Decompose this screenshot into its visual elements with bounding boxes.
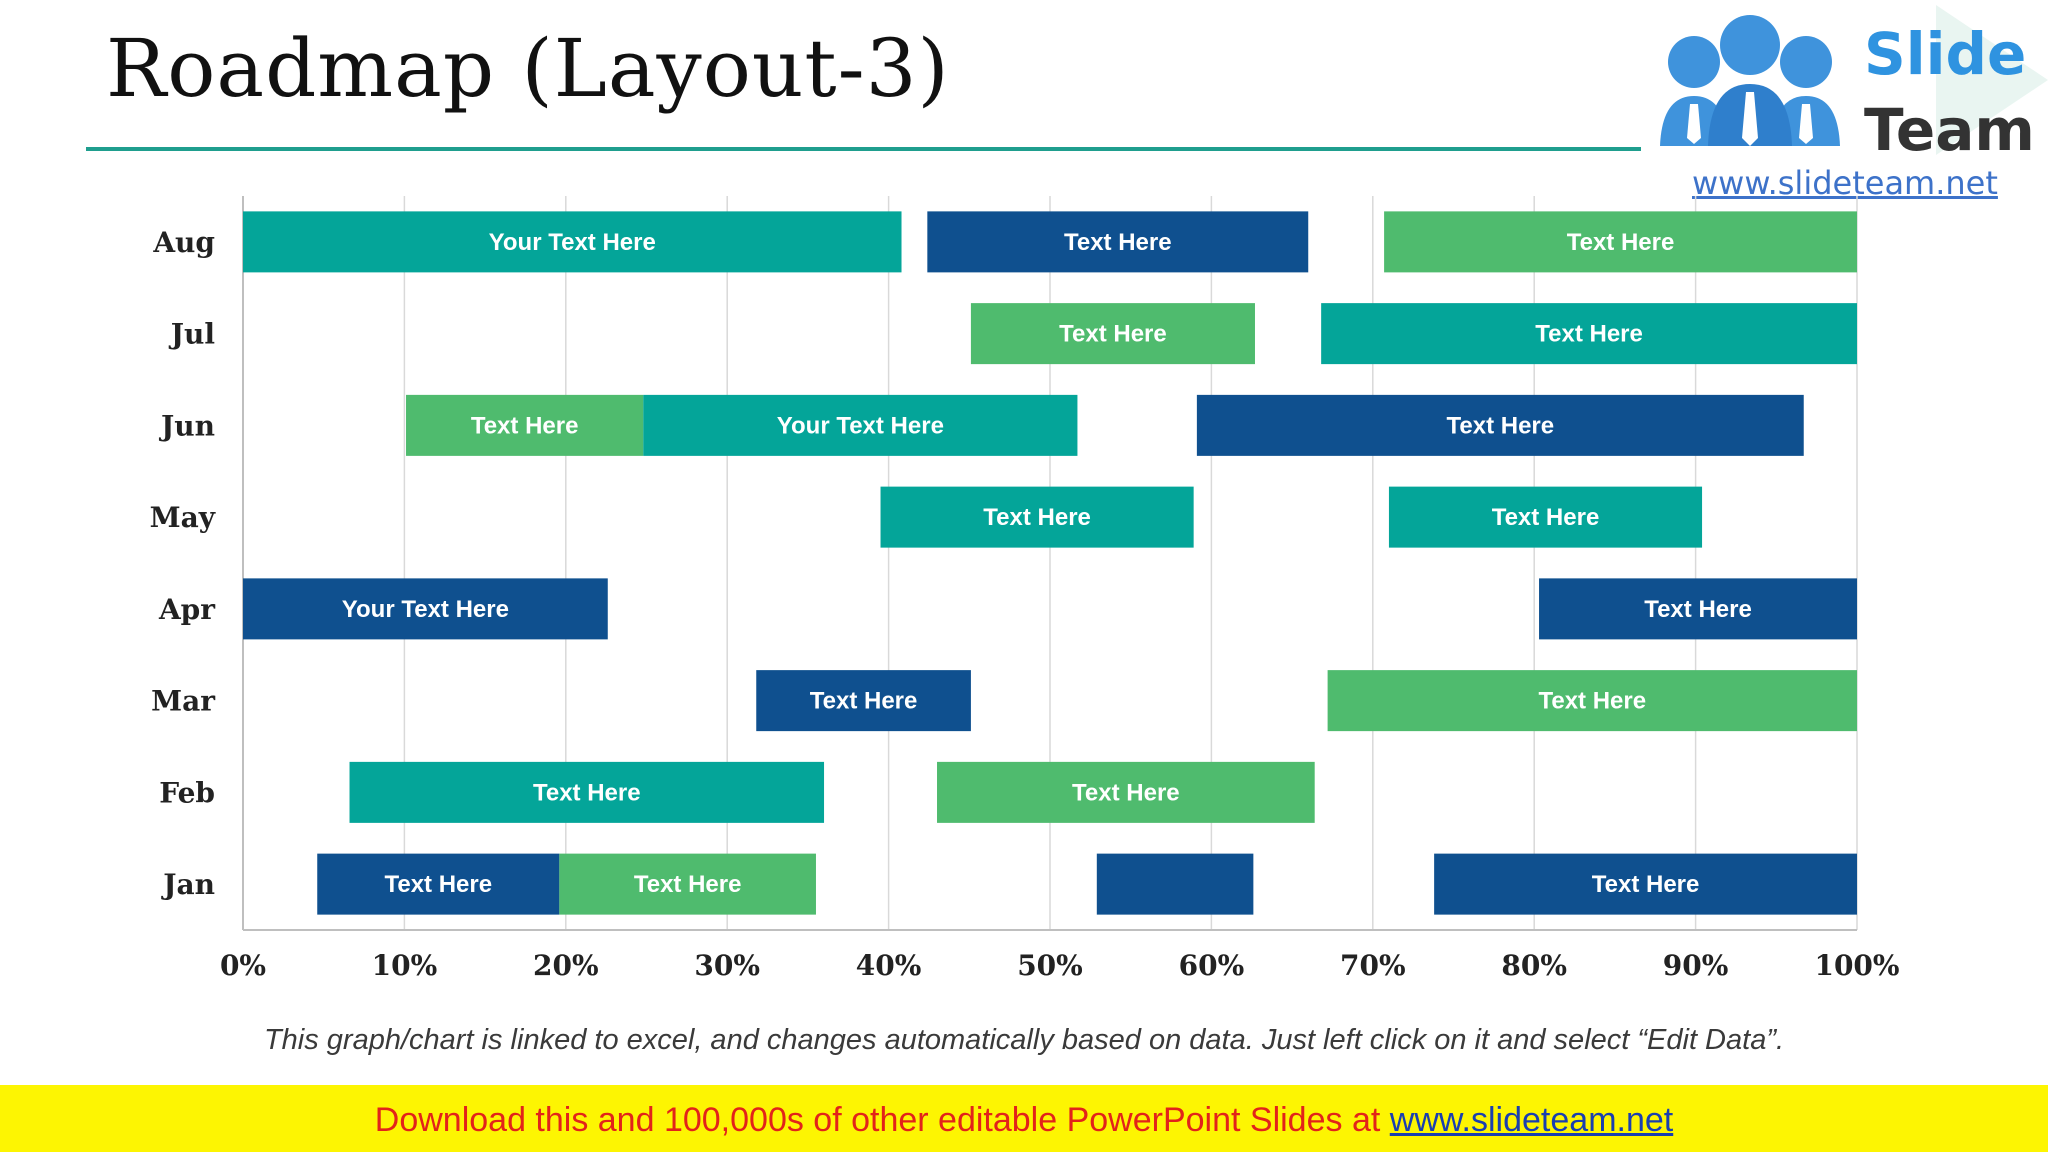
roadmap-bar <box>1196 394 1804 456</box>
roadmap-bar <box>937 761 1315 823</box>
roadmap-bar <box>243 578 608 640</box>
bar-label: Text Here <box>983 504 1091 531</box>
roadmap-bar <box>1434 853 1857 915</box>
y-category-label: Mar <box>151 685 216 718</box>
bar-label: Text Here <box>1492 504 1600 531</box>
bar-label: Text Here <box>1644 596 1752 623</box>
roadmap-bar <box>1321 303 1857 365</box>
footer-text: Download this and 100,000s of other edit… <box>0 1101 2048 1140</box>
logo-word-team: Team <box>1864 96 2035 164</box>
roadmap-bar <box>317 853 560 915</box>
bar-label: Text Here <box>634 871 742 898</box>
roadmap-bar <box>970 303 1255 365</box>
x-tick-label: 10% <box>372 949 438 982</box>
roadmap-bar <box>1384 211 1857 273</box>
footer-banner <box>0 1085 2048 1152</box>
bar-label: Text Here <box>1447 412 1555 439</box>
logo-word-slide: Slide <box>1864 20 2026 88</box>
roadmap-bar <box>880 486 1194 548</box>
slide-title: Roadmap (Layout-3) <box>106 22 950 115</box>
bar-label: Text Here <box>1592 871 1700 898</box>
bar-label: Text Here <box>1059 321 1167 348</box>
y-category-label: Apr <box>158 593 216 626</box>
bar-label: Text Here <box>810 688 918 715</box>
y-category-label: Aug <box>152 226 215 259</box>
x-tick-label: 100% <box>1814 949 1899 982</box>
y-category-label: Jan <box>160 868 215 901</box>
roadmap-bar <box>1539 578 1857 640</box>
people-group-icon <box>1660 5 2048 155</box>
roadmap-bar <box>1327 670 1857 732</box>
roadmap-chart: 0% 10% 20% 30% 40% 50% 60% 70% 80% 90% 100% Jan Text… <box>150 196 1900 982</box>
x-tick-label: 20% <box>533 949 599 982</box>
bar-label: Your Text Here <box>489 229 656 256</box>
y-category-label: Jun <box>158 409 215 442</box>
x-tick-label: 30% <box>694 949 760 982</box>
bar-label: Text Here <box>1535 321 1643 348</box>
slideteam-logo[interactable]: Slide Team <box>1636 0 2048 210</box>
bar-label: Your Text Here <box>777 412 944 439</box>
roadmap-bar <box>1388 486 1703 548</box>
x-tick-label: 70% <box>1340 949 1406 982</box>
roadmap-bar <box>1096 853 1254 915</box>
footer-link[interactable]: www.slideteam.net <box>1389 1101 1674 1139</box>
roadmap-bar <box>643 394 1078 456</box>
bar-label: Text Here <box>533 779 641 806</box>
x-tick-label: 90% <box>1663 949 1729 982</box>
x-tick-label: 40% <box>856 949 922 982</box>
bar-label: Text Here <box>1538 688 1646 715</box>
y-category-label: Feb <box>159 776 215 809</box>
roadmap-bar <box>349 761 825 823</box>
roadmap-bar <box>559 853 816 915</box>
logo-url[interactable]: www.slideteam.net <box>1692 164 1998 202</box>
bar-label: Your Text Here <box>342 596 509 623</box>
roadmap-bar <box>243 211 902 273</box>
bar-label: Text Here <box>471 412 579 439</box>
footer-message: Download this and 100,000s of other edit… <box>374 1101 1390 1139</box>
title-divider <box>86 147 1641 151</box>
bar-label: Text Here <box>1072 779 1180 806</box>
y-category-label: Jul <box>168 318 215 351</box>
roadmap-bar <box>756 670 971 732</box>
y-category-label: May <box>150 501 216 534</box>
bar-label: Text Here <box>384 871 492 898</box>
roadmap-bar <box>927 211 1309 273</box>
roadmap-bar <box>406 394 644 456</box>
chart-caption: This graph/chart is linked to excel, and… <box>263 1024 1785 1056</box>
x-tick-label: 80% <box>1501 949 1567 982</box>
bar-label: Text Here <box>1567 229 1675 256</box>
bar-label: Text Here <box>1064 229 1172 256</box>
x-tick-label: 60% <box>1179 949 1245 982</box>
x-tick-label: 50% <box>1017 949 1083 982</box>
x-tick-label: 0% <box>220 949 266 982</box>
